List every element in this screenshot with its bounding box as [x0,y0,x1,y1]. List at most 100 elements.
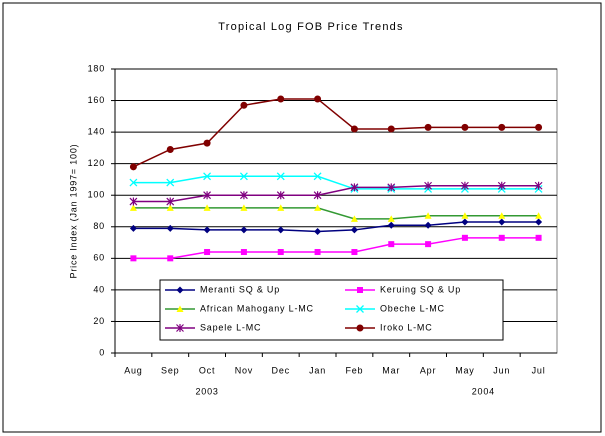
legend-marker [176,286,184,294]
chart-title: Tropical Log FOB Price Trends [218,21,403,33]
marker [535,123,543,131]
series-line [133,207,539,220]
y-tick-label: 180 [88,63,105,73]
x-tick-label: Feb [345,365,363,375]
marker [240,226,248,234]
series-line [133,98,539,168]
marker [203,191,212,200]
marker [129,204,137,211]
marker [388,241,395,248]
marker [350,226,358,234]
marker [498,218,506,226]
marker [204,249,211,256]
marker [166,224,174,232]
marker [387,183,396,192]
y-tick-label: 20 [93,316,105,326]
marker [350,215,358,222]
marker [424,123,432,131]
x-tick-label: May [455,365,474,375]
x-tick-label: Oct [199,365,215,375]
legend-label: Sapele L-MC [200,322,261,332]
x-tick-label: Aug [124,365,142,375]
marker [460,181,469,190]
legend-marker [356,324,364,332]
legend-marker [176,305,184,312]
marker [129,224,137,232]
series-line [133,237,539,260]
legend-label: Iroko L-MC [380,322,433,332]
marker [535,218,543,226]
series-line [133,175,539,190]
y-axis-label: Price Index (Jan 1997= 100) [68,144,78,279]
marker [166,145,174,153]
marker [203,172,212,181]
legend-label: Meranti SQ & Up [200,284,280,294]
marker [424,212,432,219]
marker [277,249,284,256]
marker [203,139,211,147]
marker [276,172,285,181]
marker [239,172,248,181]
marker [277,226,285,234]
marker [461,212,469,219]
marker [461,218,469,226]
marker [314,228,322,236]
marker [129,178,138,187]
marker [239,191,248,200]
marker [240,249,247,256]
marker [314,249,321,256]
y-tick-label: 120 [88,158,105,168]
x-tick-label: Apr [420,365,436,375]
marker [203,226,211,234]
legend-label: Keruing SQ & Up [380,284,461,294]
legend-label: African Mahogany L-MC [200,303,314,313]
marker [166,178,175,187]
marker [461,123,469,131]
marker [276,191,285,200]
x-tick-label: Nov [235,365,253,375]
x-tick-label: Sep [161,365,179,375]
y-tick-label: 100 [88,190,105,200]
marker [313,191,322,200]
marker [350,183,359,192]
marker [497,181,506,190]
marker [240,204,248,211]
y-tick-label: 0 [99,347,105,357]
marker [167,255,174,262]
marker [277,95,285,103]
y-tick-label: 80 [93,221,105,231]
marker [129,163,137,171]
marker [535,234,542,241]
marker [203,204,211,211]
year-label: 2004 [472,386,495,396]
marker [313,172,322,181]
y-tick-label: 60 [93,253,105,263]
x-tick-label: Dec [272,365,290,375]
marker [387,221,395,229]
marker [350,125,358,133]
legend-marker [356,305,364,313]
y-tick-label: 40 [93,284,105,294]
legend-marker [357,287,363,293]
marker [498,234,505,241]
marker [424,181,433,190]
marker [387,125,395,133]
x-tick-label: Jul [532,365,546,375]
marker [129,197,138,206]
series-line [133,185,539,203]
legend-box [159,279,504,341]
marker [461,234,468,241]
legend-label: Obeche L-MC [380,303,445,313]
marker [130,255,137,262]
marker [314,95,322,103]
x-tick-label: Jan [309,365,326,375]
y-tick-label: 160 [88,95,105,105]
marker [387,215,395,222]
legend-marker [176,324,184,332]
year-label: 2003 [195,386,218,396]
marker [534,181,543,190]
marker [535,212,543,219]
y-tick-label: 140 [88,126,105,136]
marker [351,249,358,256]
